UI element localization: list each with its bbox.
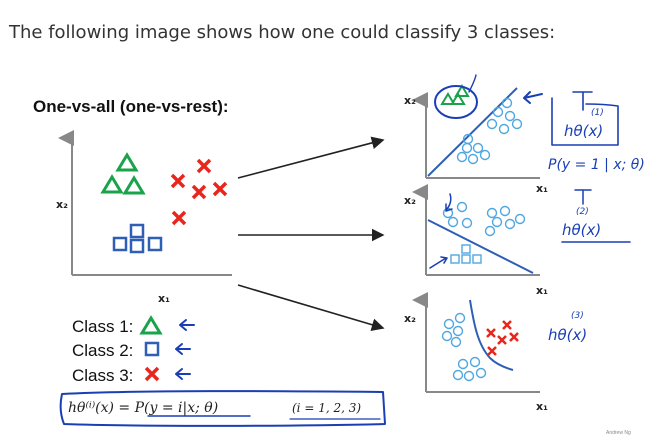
panel-1: x₂ x₁ bbox=[404, 74, 548, 195]
pointer-arrow-icon bbox=[175, 368, 191, 380]
formula-range: (i = 1, 2, 3) bbox=[292, 401, 361, 415]
main-y-axis-label: x₂ bbox=[56, 198, 68, 211]
arrow-to-panel-1 bbox=[237, 136, 385, 179]
panel-3: x₂ x₁ bbox=[404, 292, 548, 413]
arrow-to-panel-3 bbox=[237, 284, 385, 331]
handwritten-prob: P(y = 1 | x; θ) bbox=[548, 157, 645, 173]
svg-text:x₂: x₂ bbox=[404, 94, 416, 107]
cross-icon bbox=[144, 366, 160, 382]
class1-points bbox=[100, 152, 146, 195]
class1-label: Class 1: bbox=[72, 317, 133, 336]
svg-text:x₁: x₁ bbox=[536, 284, 548, 297]
svg-text:x₂: x₂ bbox=[404, 312, 416, 325]
svg-text:x₂: x₂ bbox=[404, 194, 416, 207]
watermark: Andrew Ng bbox=[606, 430, 631, 436]
svg-text:(2): (2) bbox=[576, 207, 589, 217]
class2-label: Class 2: bbox=[72, 341, 133, 360]
class2-points bbox=[112, 223, 163, 254]
square-icon bbox=[144, 341, 160, 357]
class3-label: Class 3: bbox=[72, 366, 133, 385]
pointer-arrow-icon bbox=[175, 343, 191, 355]
panel-2: x₂ x₁ bbox=[404, 184, 548, 297]
svg-text:(1): (1) bbox=[591, 108, 604, 118]
intro-text: The following image shows how one could … bbox=[9, 22, 556, 43]
pointer-arrow-icon bbox=[179, 319, 195, 331]
triangle-icon bbox=[139, 315, 163, 335]
formula-text: hθ⁽ⁱ⁾(x) = P(y = i|x; θ) bbox=[68, 400, 218, 416]
class-legend: Class 1: Class 2: Class 3: bbox=[72, 315, 195, 385]
main-plot: x₂ x₁ bbox=[56, 130, 232, 305]
svg-text:(3): (3) bbox=[571, 311, 584, 321]
handwritten-annotations: (1) hθ(x) P(y = 1 | x; θ) (2) hθ(x) (3) … bbox=[548, 91, 645, 344]
figure-title: One-vs-all (one-vs-rest): bbox=[33, 97, 229, 116]
handwritten-h1: hθ(x) bbox=[564, 122, 603, 140]
hypothesis-formula: hθ⁽ⁱ⁾(x) = P(y = i|x; θ) (i = 1, 2, 3) bbox=[59, 390, 386, 427]
class3-points bbox=[170, 158, 228, 226]
svg-text:x₁: x₁ bbox=[536, 400, 548, 413]
handwritten-h3: hθ(x) bbox=[548, 326, 587, 344]
svg-text:x₁: x₁ bbox=[536, 182, 548, 195]
handwritten-h2: hθ(x) bbox=[562, 221, 601, 239]
formula-box bbox=[59, 390, 386, 427]
main-x-axis-label: x₁ bbox=[158, 292, 170, 305]
